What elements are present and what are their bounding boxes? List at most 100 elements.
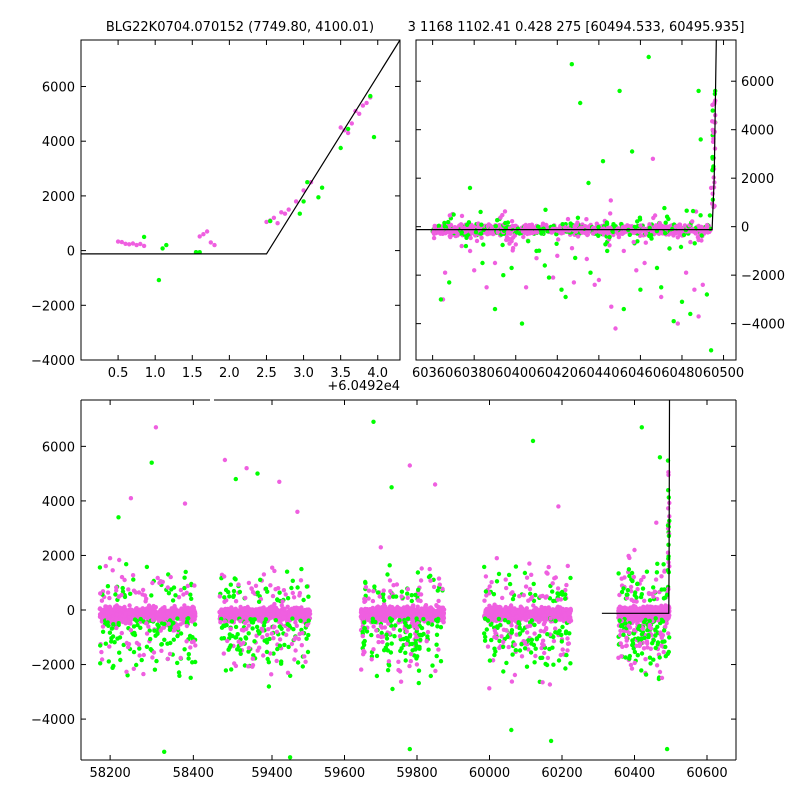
data-point <box>234 635 239 640</box>
data-point <box>531 598 537 603</box>
data-point <box>408 651 414 657</box>
data-point <box>391 583 396 588</box>
data-point <box>507 581 513 587</box>
data-point <box>442 224 447 229</box>
data-point <box>436 598 441 604</box>
data-point <box>219 625 225 630</box>
data-point <box>158 628 163 633</box>
data-point <box>280 599 285 604</box>
data-point <box>484 593 489 598</box>
data-point <box>434 642 439 647</box>
data-point <box>432 225 437 230</box>
data-point <box>126 587 131 592</box>
x-tick-label: 2.5 <box>256 366 277 381</box>
data-point <box>137 653 142 658</box>
data-point <box>489 225 494 230</box>
data-point <box>528 650 534 655</box>
data-point <box>484 627 489 632</box>
data-point <box>273 587 278 592</box>
data-point <box>105 590 111 595</box>
data-point <box>122 592 127 598</box>
data-point <box>182 575 187 580</box>
data-point <box>278 619 283 624</box>
data-point <box>124 640 129 646</box>
data-point <box>621 306 626 312</box>
data-point <box>513 242 518 247</box>
data-point <box>104 604 109 609</box>
data-point <box>239 611 245 616</box>
data-point <box>178 587 184 593</box>
data-point <box>433 668 438 674</box>
data-point <box>504 660 509 666</box>
data-point <box>533 230 538 235</box>
data-point <box>142 612 148 618</box>
data-point <box>431 230 437 235</box>
data-point <box>269 631 274 636</box>
data-point <box>565 641 571 646</box>
data-point <box>384 636 390 641</box>
y-tick-label: 2000 <box>741 172 774 187</box>
data-point <box>683 270 689 275</box>
data-point <box>438 297 444 302</box>
data-point <box>474 238 480 244</box>
data-point <box>512 233 517 238</box>
data-point <box>268 583 273 588</box>
data-point <box>499 634 504 639</box>
data-point <box>389 641 394 646</box>
data-point <box>693 230 698 235</box>
x-tick-label: 60420 <box>537 366 578 381</box>
data-point <box>148 636 153 642</box>
data-point <box>190 635 195 640</box>
data-point <box>540 680 545 685</box>
data-point <box>150 618 156 623</box>
data-point <box>255 648 260 653</box>
data-point <box>405 591 410 596</box>
data-point <box>431 584 437 590</box>
data-point <box>186 652 191 657</box>
data-point <box>556 237 561 242</box>
data-point <box>275 646 280 652</box>
data-point <box>290 590 295 596</box>
data-point <box>113 592 118 597</box>
data-point <box>131 577 136 582</box>
data-point <box>491 592 497 597</box>
data-point <box>547 682 553 687</box>
data-point <box>434 632 440 637</box>
data-point <box>201 232 206 237</box>
data-point <box>403 635 409 641</box>
data-point <box>290 578 295 583</box>
data-point <box>232 661 237 666</box>
data-point <box>493 649 498 654</box>
data-point <box>105 584 111 589</box>
data-point <box>392 634 397 639</box>
data-point <box>295 585 300 590</box>
data-point <box>142 593 148 598</box>
data-point <box>369 657 374 662</box>
data-point <box>416 598 421 603</box>
data-point <box>144 621 149 626</box>
data-point <box>491 606 496 611</box>
data-point <box>160 246 165 251</box>
data-point <box>171 637 176 642</box>
data-point <box>133 590 138 595</box>
data-point <box>519 321 525 326</box>
data-point <box>459 213 465 219</box>
data-point <box>426 647 431 652</box>
data-point <box>364 100 369 106</box>
data-point <box>370 616 375 621</box>
data-point <box>266 660 271 665</box>
data-point <box>479 222 484 227</box>
data-point <box>361 642 367 648</box>
data-point <box>538 594 543 599</box>
data-point <box>463 243 469 249</box>
data-point <box>166 591 172 596</box>
data-point <box>285 604 290 609</box>
data-point <box>141 671 146 677</box>
data-point <box>185 583 190 589</box>
data-point <box>268 218 273 224</box>
data-point <box>710 168 715 173</box>
data-point <box>305 649 311 655</box>
data-point <box>246 649 251 654</box>
data-point <box>254 624 260 630</box>
data-point <box>634 268 639 273</box>
